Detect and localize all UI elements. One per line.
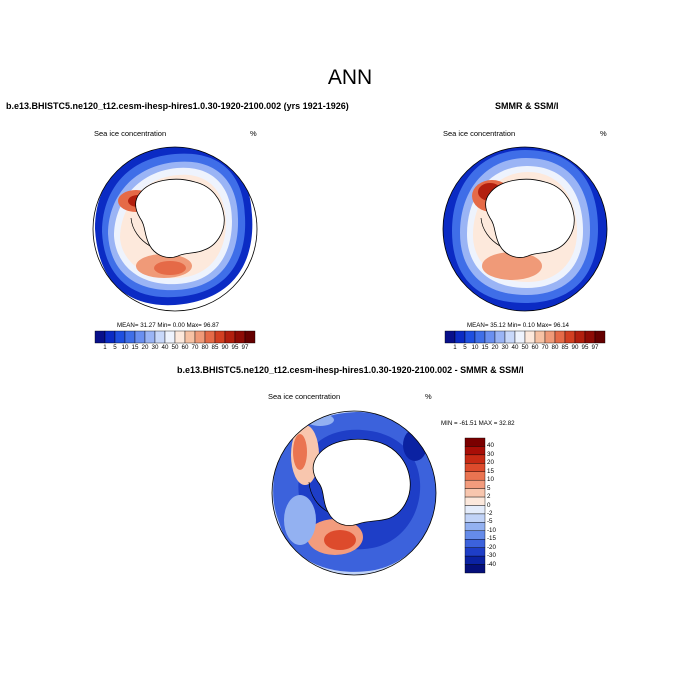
diff-colorbar-box — [464, 522, 486, 532]
model-colorbar-tick-label: 80 — [201, 344, 209, 351]
obs-colorbar-tick-label: 5 — [463, 344, 467, 351]
diff-colorbar-box — [464, 564, 486, 574]
obs-colorbar-tick-label: 85 — [561, 344, 569, 351]
diff-colorbar-box — [464, 496, 486, 506]
obs-colorbar-tick-label: 80 — [551, 344, 559, 351]
obs-colorbar-tick-label: 30 — [501, 344, 509, 351]
diff-colorbar-box — [464, 471, 486, 481]
diff-panel-title: b.e13.BHISTC5.ne120_t12.cesm-ihesp-hires… — [177, 365, 524, 375]
diff-colorbar-tick-label: 0 — [487, 501, 491, 509]
model-colorbar-tick-label: 50 — [171, 344, 179, 351]
diff-colorbar-tick-label: -5 — [487, 518, 493, 526]
obs-colorbar-tick-label: 15 — [481, 344, 489, 351]
model-colorbar-tick-label: 95 — [231, 344, 239, 351]
diff-colorbar-box — [464, 454, 486, 464]
model-colorbar-tick-label: 10 — [121, 344, 129, 351]
obs-colorbar-tick-label: 70 — [541, 344, 549, 351]
model-colorbar-tick-label: 30 — [151, 344, 159, 351]
obs-variable-label: Sea ice concentration — [443, 129, 516, 138]
obs-colorbar-box — [594, 330, 606, 344]
diff-colorbar-box — [464, 463, 486, 472]
model-colorbar-tick-label: 15 — [131, 344, 139, 351]
obs-colorbar — [444, 330, 606, 344]
obs-colorbar-tick-label: 40 — [511, 344, 519, 351]
diff-colorbar-box — [464, 513, 486, 523]
diff-colorbar-tick-label: -40 — [487, 560, 496, 568]
diff-unit-label: % — [425, 392, 432, 401]
diff-colorbar-box — [464, 547, 486, 557]
model-colorbar-labels: 1 5 10 15 20 30 40 50 60 70 80 85 90 95 97 — [95, 344, 255, 354]
diff-colorbar-labels: 40 30 20 15 10 5 2 0 -2 -5 -10 -15 -20 -30 -40 — [485, 438, 515, 573]
diff-colorbar-tick-label: -20 — [487, 543, 496, 551]
model-colorbar-tick-label: 40 — [161, 344, 169, 351]
model-colorbar-tick-label: 20 — [141, 344, 149, 351]
model-colorbar — [94, 330, 256, 344]
obs-colorbar-tick-label: 95 — [581, 344, 589, 351]
model-unit-label: % — [250, 129, 257, 138]
model-colorbar-tick-label: 70 — [191, 344, 199, 351]
page-title: ANN — [327, 66, 373, 89]
obs-colorbar-tick-label: 1 — [453, 344, 457, 351]
obs-stats: MEAN= 35.12 Min= 0.10 Max= 96.14 — [467, 322, 569, 329]
obs-colorbar-tick-label: 60 — [531, 344, 539, 351]
obs-colorbar-tick-label: 10 — [471, 344, 479, 351]
diff-colorbar-box — [464, 555, 486, 565]
model-panel-title: b.e13.BHISTC5.ne120_t12.cesm-ihesp-hires… — [6, 101, 349, 111]
obs-colorbar-tick-label: 97 — [591, 344, 599, 351]
diff-colorbar-box — [464, 479, 486, 489]
diff-colorbar-box — [464, 505, 486, 515]
diff-colorbar-box — [464, 446, 486, 456]
diff-colorbar-box — [464, 437, 486, 447]
model-colorbar-tick-label: 1 — [103, 344, 107, 351]
obs-colorbar-labels: 1 5 10 15 20 30 40 50 60 70 80 85 90 95 97 — [445, 344, 605, 354]
diff-colorbar-tick-label: -2 — [487, 509, 493, 517]
diff-colorbar — [464, 437, 486, 574]
model-variable-label: Sea ice concentration — [94, 129, 167, 138]
diff-colorbar-tick-label: 10 — [487, 476, 494, 484]
obs-colorbar-tick-label: 50 — [521, 344, 529, 351]
diff-colorbar-box — [464, 539, 486, 548]
obs-unit-label: % — [600, 129, 607, 138]
diff-colorbar-tick-label: 30 — [487, 450, 494, 458]
diff-colorbar-tick-label: 20 — [487, 459, 494, 467]
diff-colorbar-tick-label: 5 — [487, 484, 491, 492]
diff-colorbar-tick-label: -15 — [487, 535, 496, 543]
obs-colorbar-tick-label: 20 — [491, 344, 499, 351]
diff-colorbar-tick-label: -10 — [487, 526, 496, 534]
diff-colorbar-tick-label: 2 — [487, 493, 491, 501]
model-colorbar-tick-label: 85 — [211, 344, 219, 351]
diff-stats: MIN = -61.51 MAX = 32.82 — [441, 420, 515, 427]
model-colorbar-tick-label: 97 — [241, 344, 249, 351]
model-colorbar-tick-label: 90 — [221, 344, 229, 351]
diff-colorbar-box — [464, 488, 486, 498]
model-colorbar-tick-label: 5 — [113, 344, 117, 351]
diff-colorbar-tick-label: 40 — [487, 442, 494, 450]
obs-colorbar-tick-label: 90 — [571, 344, 579, 351]
diff-colorbar-box — [464, 530, 486, 540]
obs-panel-title: SMMR & SSM/I — [495, 101, 559, 111]
model-stats: MEAN= 31.27 Min= 0.00 Max= 96.87 — [117, 322, 219, 329]
diff-variable-label: Sea ice concentration — [268, 392, 341, 401]
model-colorbar-box — [244, 330, 256, 344]
model-colorbar-tick-label: 60 — [181, 344, 189, 351]
diff-colorbar-tick-label: -30 — [487, 552, 496, 560]
diff-colorbar-tick-label: 15 — [487, 467, 494, 475]
